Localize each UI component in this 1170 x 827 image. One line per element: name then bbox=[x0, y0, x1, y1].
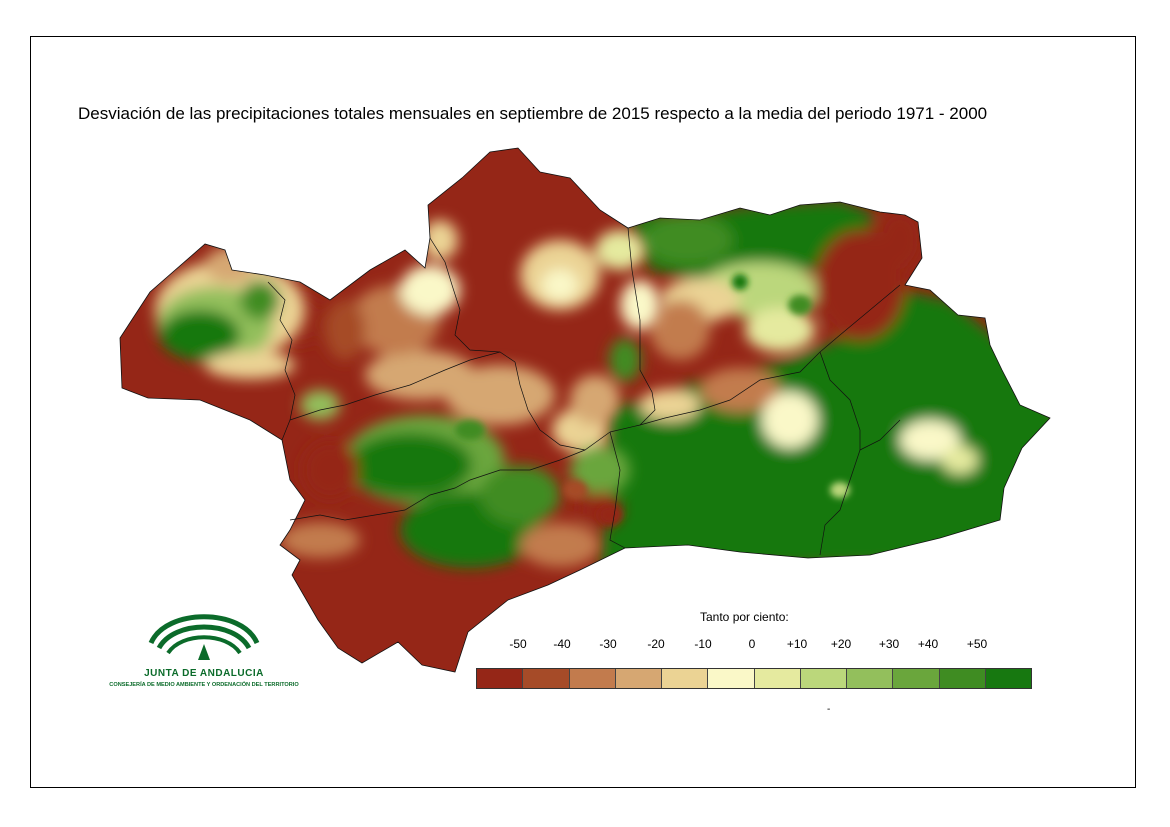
legend-tick-label: +40 bbox=[917, 637, 939, 651]
legend-color-bar bbox=[476, 668, 1032, 689]
andalucia-outline bbox=[119, 147, 1051, 673]
legend-swatch bbox=[477, 669, 524, 688]
legend-swatch bbox=[754, 669, 801, 688]
legend-swatch bbox=[939, 669, 986, 688]
legend-swatch bbox=[800, 669, 847, 688]
legend-swatch bbox=[847, 669, 894, 688]
legend-swatch bbox=[569, 669, 616, 688]
legend-tick-label: +50 bbox=[966, 637, 988, 651]
legend-swatch bbox=[893, 669, 940, 688]
legend-tick-label: -10 bbox=[694, 637, 712, 651]
legend-tick-label: -40 bbox=[553, 637, 571, 651]
legend-tick-label: -50 bbox=[509, 637, 527, 651]
legend-tick-label: +10 bbox=[786, 637, 808, 651]
legend-tick-label: +20 bbox=[830, 637, 852, 651]
legend-swatch bbox=[662, 669, 709, 688]
legend-caption: Tanto por ciento: bbox=[700, 610, 789, 624]
legend-swatch bbox=[615, 669, 662, 688]
legend-tick-label: -30 bbox=[599, 637, 617, 651]
legend-swatch bbox=[985, 669, 1031, 688]
legend-tick-label: +30 bbox=[878, 637, 900, 651]
legend-swatch bbox=[523, 669, 570, 688]
legend-swatch bbox=[708, 669, 755, 688]
logo-subtitle: CONSEJERÍA DE MEDIO AMBIENTE Y ORDENACIÓ… bbox=[109, 682, 299, 688]
province-borders bbox=[267, 227, 901, 556]
logo-name: JUNTA DE ANDALUCIA bbox=[144, 668, 264, 679]
footnote-mark: - bbox=[827, 704, 831, 715]
junta-de-andalucia-logo bbox=[148, 614, 260, 660]
legend-tick-label: -20 bbox=[647, 637, 665, 651]
legend-tick-label: 0 bbox=[748, 637, 756, 651]
map-title: Desviación de las precipitaciones totale… bbox=[78, 104, 988, 123]
map-frame bbox=[30, 36, 1136, 788]
